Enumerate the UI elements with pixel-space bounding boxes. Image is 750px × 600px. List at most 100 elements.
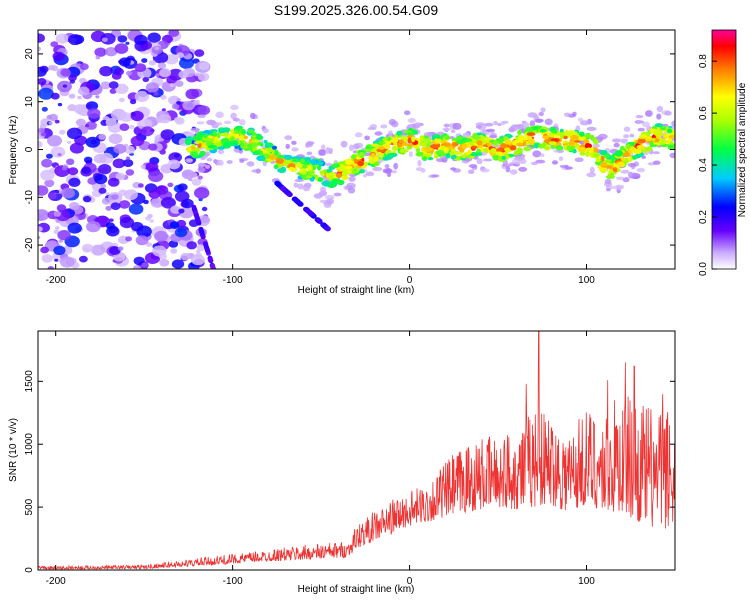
spectrogram-blob xyxy=(452,122,462,130)
colorbar-ticks: 0.0 0.2 0.4 0.6 0.8 xyxy=(698,54,717,276)
spectrogram-blob xyxy=(159,258,170,267)
colorbar-tick-label: 0.4 xyxy=(698,158,709,172)
spectrogram-blob xyxy=(131,221,144,232)
spectrogram-blob xyxy=(476,158,483,165)
spectrogram-blob xyxy=(232,117,240,122)
spectrogram-blob xyxy=(402,142,407,146)
spectrogram-blob xyxy=(180,252,191,261)
spectrogram-blob xyxy=(454,151,463,156)
spectrogram-blob xyxy=(86,221,101,233)
spectrogram-blob xyxy=(196,244,206,252)
spectrogram-blob xyxy=(613,142,620,148)
spectrogram-blob xyxy=(318,149,326,156)
spectrogram-blob xyxy=(456,139,466,145)
spectrogram-blob xyxy=(603,154,610,159)
spectrogram-blob xyxy=(636,144,645,150)
x-tick-label: -200 xyxy=(46,576,66,587)
spectrogram-blob xyxy=(154,46,160,51)
spectrogram-blob xyxy=(425,141,431,148)
spectrogram-blob xyxy=(628,171,634,179)
spectrogram-blob xyxy=(187,146,192,153)
spectrogram-blob xyxy=(94,174,108,185)
spectrogram-blob xyxy=(193,212,199,218)
spectrogram-blob xyxy=(141,58,148,63)
x-tick-label: -100 xyxy=(223,576,243,587)
spectrogram-blob xyxy=(656,105,664,113)
spectrogram-blob xyxy=(415,151,424,157)
spectrogram-blob xyxy=(307,211,314,217)
spectrogram-blob xyxy=(67,222,82,234)
spectrogram-blob xyxy=(62,84,67,88)
spectrogram-blob xyxy=(53,211,61,217)
spectrogram-blob xyxy=(579,131,585,137)
spectrogram-blob xyxy=(333,192,342,197)
spectrogram-blob xyxy=(69,142,84,154)
spectrogram-blob xyxy=(378,146,385,150)
spectrogram-blob xyxy=(86,104,92,108)
spectrogram-blob xyxy=(145,161,159,172)
spectrogram-blob xyxy=(174,227,188,238)
spectrogram-blob xyxy=(570,134,579,141)
y-tick-label: 0 xyxy=(24,567,35,573)
spectrogram-blob xyxy=(197,175,203,180)
spectrogram-blob xyxy=(226,160,233,164)
spectrogram-blob xyxy=(77,95,82,100)
spectrogram-blob xyxy=(629,133,635,138)
spectrogram-blob xyxy=(424,152,433,157)
spectrogram-blob xyxy=(87,108,101,119)
spectrogram-blob xyxy=(297,183,304,190)
spectrogram-blob xyxy=(620,169,630,174)
spectrogram-blob xyxy=(291,158,300,163)
spectrogram-blob xyxy=(78,86,90,96)
spectrogram-blob xyxy=(50,41,59,48)
spectrogram-blob xyxy=(126,156,130,160)
spectrogram-blob xyxy=(600,161,608,168)
spectrogram-blob xyxy=(167,159,181,170)
x-tick-label: -100 xyxy=(223,275,243,286)
spectrogram-blob xyxy=(467,149,472,156)
spectrogram-blob xyxy=(388,130,393,137)
spectrogram-blob xyxy=(230,112,237,120)
spectrogram-blob xyxy=(55,33,69,44)
spectrogram-blob xyxy=(495,151,503,155)
spectrogram-blob xyxy=(145,82,160,93)
spectrogram-blob xyxy=(41,158,53,168)
spectrogram-blob xyxy=(482,158,493,162)
spectrogram-blob xyxy=(67,140,72,144)
spectrogram-blob xyxy=(60,68,71,77)
spectrogram-blob xyxy=(540,153,545,157)
spectrogram-blob xyxy=(516,142,524,147)
spectrogram-blob xyxy=(522,121,530,128)
x-tick-label: -200 xyxy=(46,275,66,286)
spectrogram-blob xyxy=(142,77,150,83)
spectrogram-blob xyxy=(476,144,484,149)
spectrogram-blob xyxy=(159,68,172,78)
spectrogram-blob xyxy=(652,160,661,165)
y-tick-label: -10 xyxy=(24,190,35,205)
spectrogram-blob xyxy=(470,152,480,157)
spectrogram-blob xyxy=(59,129,66,135)
spectrogram-blob xyxy=(99,66,113,77)
spectrogram-blob xyxy=(118,238,124,242)
spectrogram-blob xyxy=(388,152,398,157)
spectrogram-blob xyxy=(325,147,331,154)
spectrogram-blob xyxy=(354,132,363,138)
spectrogram-blob xyxy=(85,121,97,130)
spectrogram-blob xyxy=(625,144,632,149)
spectrogram-blob xyxy=(264,144,273,149)
spectrogram-blob xyxy=(95,55,101,60)
spectrogram-blob xyxy=(169,83,175,88)
spectrogram-blob xyxy=(120,112,133,122)
spectrogram-xlabel: Height of straight line (km) xyxy=(298,285,415,296)
spectrogram-blob xyxy=(91,244,106,256)
spectrogram-blob xyxy=(614,150,624,157)
spectrogram-blob xyxy=(437,138,442,143)
spectrogram-blob xyxy=(111,194,119,200)
spectrogram-blob xyxy=(199,150,206,157)
spectrogram-blob xyxy=(124,145,135,154)
spectrogram-blob xyxy=(118,97,125,103)
spectrogram-blob xyxy=(315,218,322,223)
spectrogram-blob xyxy=(495,148,504,152)
spectrogram-blob xyxy=(668,135,675,139)
